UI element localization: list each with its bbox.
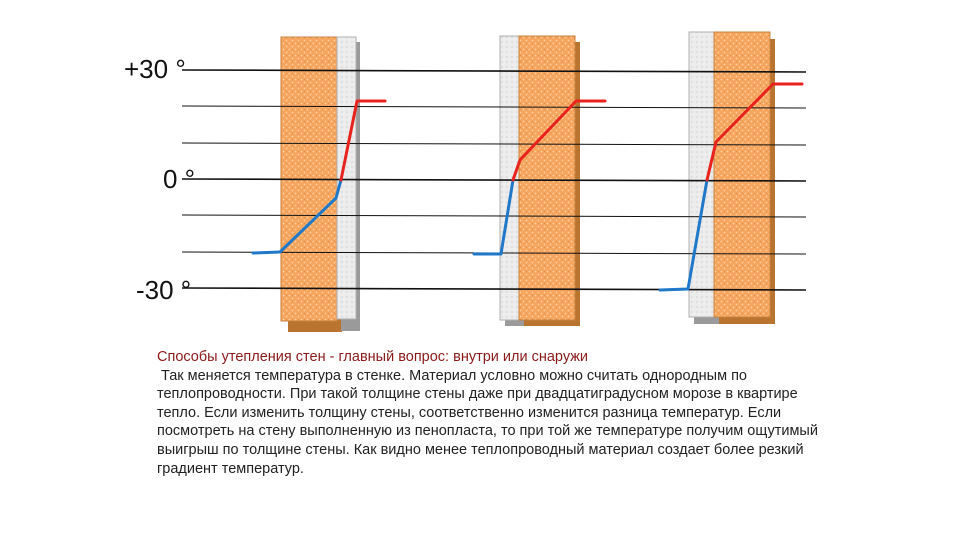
wall-1-insulation (336, 36, 357, 320)
temperature-profiles (251, 82, 804, 292)
grid-line-plus-20 (181, 105, 807, 109)
axis-label-minus-30: -30 ° (136, 275, 192, 305)
grid-line-zero (181, 178, 807, 182)
wall-3-brick (713, 31, 771, 318)
axis-label-zero: 0 ° (163, 164, 196, 194)
wall-2 (499, 35, 580, 326)
wall-2-warm-profile (511, 99, 607, 182)
grid-line-plus-30 (181, 69, 807, 73)
wall-3 (688, 31, 775, 324)
caption-body: Так меняется температура в стенке. Матер… (157, 367, 818, 477)
wall-3-cold-profile (658, 178, 709, 292)
wall-2-insulation (499, 35, 521, 321)
wall-3-warm-profile (705, 82, 804, 182)
wall-3-insulation (688, 31, 716, 318)
grid-lines (181, 69, 807, 291)
grid-line-minus-30 (181, 287, 807, 291)
wall-1-cold-profile (251, 178, 343, 255)
caption: Способы утепления стен - главный вопрос:… (157, 348, 837, 478)
wall-1-warm-profile (339, 99, 387, 182)
wall-2-cold-profile (472, 178, 515, 256)
wall-2-brick (518, 35, 576, 321)
axis-label-plus-30: +30 ° (124, 54, 186, 84)
wall-temperature-diagram (181, 31, 807, 332)
caption-title: Способы утепления стен - главный вопрос:… (157, 349, 589, 365)
grid-line-plus-10 (181, 142, 807, 146)
